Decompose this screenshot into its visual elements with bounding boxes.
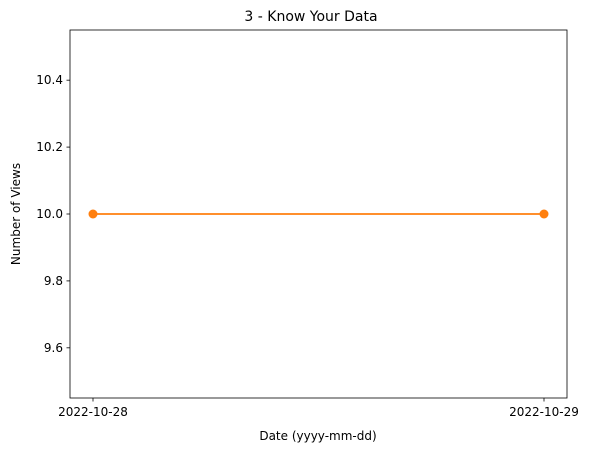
y-tick-label-0: 9.6 xyxy=(44,341,63,355)
y-tick-label-3: 10.2 xyxy=(36,140,63,154)
y-tick-label-4: 10.4 xyxy=(36,73,63,87)
y-tick-label-2: 10.0 xyxy=(36,207,63,221)
data-point-0-1 xyxy=(539,209,549,219)
x-tick-label-0: 2022-10-28 xyxy=(58,405,128,419)
y-axis-label: Number of Views xyxy=(9,163,23,265)
data-point-0-0 xyxy=(88,209,98,219)
y-tick-label-1: 9.8 xyxy=(44,274,63,288)
chart-title: 3 - Know Your Data xyxy=(244,9,377,25)
x-tick-label-1: 2022-10-29 xyxy=(509,405,579,419)
plot-area xyxy=(88,209,549,219)
x-axis-label: Date (yyyy-mm-dd) xyxy=(259,429,376,443)
